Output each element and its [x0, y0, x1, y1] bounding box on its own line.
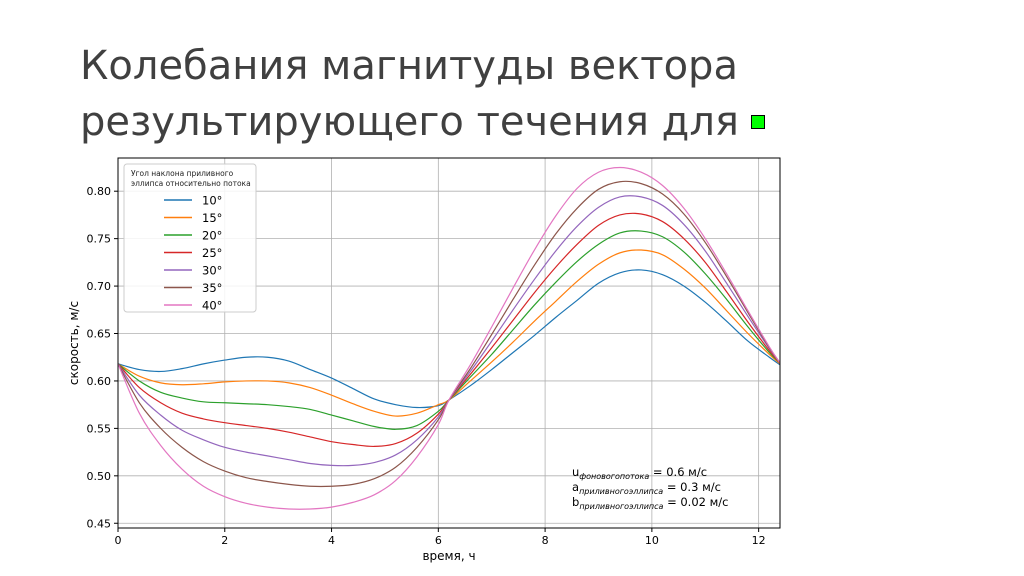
- annotation-value: = 0.6 м/с: [649, 465, 707, 479]
- y-tick-label: 0.50: [87, 470, 112, 483]
- y-tick-label: 0.60: [87, 375, 112, 388]
- legend-label-1: 10°: [202, 194, 222, 208]
- annotation-symbol: b: [572, 495, 579, 509]
- series-line-7: [118, 166, 780, 510]
- title-line-2: результирующего течения для: [80, 94, 780, 150]
- series-lines: [118, 166, 780, 510]
- y-tick-label: 0.80: [87, 185, 112, 198]
- parameter-annotations: uфоновогопотока = 0.6 м/сaприливногоэлли…: [572, 465, 729, 511]
- legend-label-3: 20°: [202, 229, 222, 243]
- slide-title: Колебания магнитуды вектора результирующ…: [80, 38, 780, 150]
- x-tick-label: 10: [645, 534, 659, 547]
- x-tick-label: 0: [115, 534, 122, 547]
- annotation-subscript: фоновогопотока: [579, 472, 649, 481]
- parameter-annotation-2: aприливногоэллипса = 0.3 м/с: [572, 480, 721, 496]
- x-tick-label: 8: [542, 534, 549, 547]
- y-axis-label: скорость, м/с: [67, 301, 81, 385]
- annotation-symbol: a: [572, 480, 579, 494]
- annotation-value: = 0.3 м/с: [663, 480, 721, 494]
- legend-title-line-2: эллипса относительно потока: [131, 179, 251, 188]
- y-tick-label: 0.45: [87, 517, 112, 530]
- legend-title-line-1: Угол наклона приливного: [131, 169, 234, 178]
- annotation-value: = 0.02 м/с: [663, 495, 728, 509]
- annotation-subscript: приливногоэллипса: [579, 502, 663, 511]
- plot-frame: [117, 157, 781, 529]
- legend-label-5: 30°: [202, 264, 222, 278]
- annotation-symbol: u: [572, 465, 579, 479]
- legend-label-6: 35°: [202, 281, 222, 295]
- title-line-2-text: результирующего течения для: [80, 99, 739, 145]
- title-line-1: Колебания магнитуды вектора: [80, 43, 738, 89]
- green-square-marker: [750, 115, 765, 129]
- x-tick-label: 12: [752, 534, 766, 547]
- annotation-subscript: приливногоэллипса: [579, 487, 663, 496]
- y-tick-label: 0.65: [87, 328, 112, 341]
- y-tick-label: 0.55: [87, 422, 112, 435]
- chart-legend: Угол наклона приливного эллипса относите…: [123, 163, 257, 313]
- legend-label-7: 40°: [202, 299, 222, 313]
- x-tick-label: 4: [328, 534, 335, 547]
- axis-ticks: 0 2 4 6 8 10 12 0.45 0.50 0.55 0.60 0.65 0.70 0.75 0.8…: [87, 185, 766, 547]
- x-tick-label: 6: [435, 534, 442, 547]
- y-tick-label: 0.75: [87, 233, 112, 246]
- parameter-annotation-1: uфоновогопотока = 0.6 м/с: [572, 465, 707, 481]
- legend-box: [123, 163, 257, 313]
- x-tick-label: 2: [221, 534, 228, 547]
- x-axis-label: время, ч: [422, 549, 475, 563]
- y-tick-label: 0.70: [87, 280, 112, 293]
- legend-label-4: 25°: [202, 246, 222, 260]
- legend-label-2: 15°: [202, 211, 222, 225]
- parameter-annotation-3: bприливногоэллипса = 0.02 м/с: [572, 495, 729, 511]
